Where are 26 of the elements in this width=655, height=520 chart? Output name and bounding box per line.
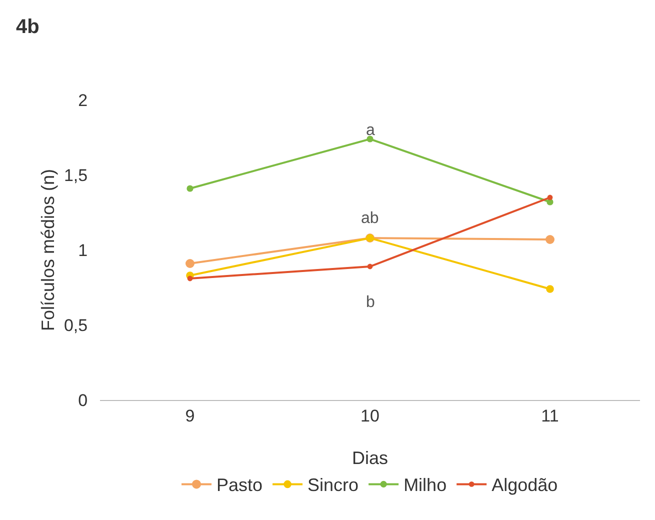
y-axis-title: Folículos médios (n) — [38, 168, 58, 332]
x-axis-title: Dias — [352, 448, 388, 468]
x-tick-label: 10 — [360, 406, 380, 426]
legend-label: Pasto — [216, 475, 263, 496]
point — [187, 276, 193, 282]
y-tick-label: 2 — [78, 90, 88, 110]
point — [186, 259, 194, 268]
x-tick-label: 11 — [541, 406, 559, 426]
point — [367, 264, 373, 270]
point — [547, 194, 553, 200]
y-tick-label: 1,5 — [64, 166, 88, 185]
y-tick-label: 0 — [78, 390, 88, 410]
legend-label: Sincro — [308, 475, 359, 496]
legend-label: Milho — [404, 475, 447, 496]
point — [366, 136, 374, 142]
annotation: b — [366, 294, 375, 311]
point — [546, 235, 554, 244]
legend-label: Algodão — [492, 475, 558, 496]
annotation: a — [366, 122, 375, 139]
point — [546, 285, 554, 293]
y-tick-label: 1 — [78, 240, 88, 260]
y-tick-label: 0,5 — [64, 316, 88, 335]
chart-title: 4b — [16, 16, 40, 38]
point — [186, 185, 194, 192]
x-tick-label: 9 — [185, 406, 195, 426]
annotation: ab — [361, 210, 379, 227]
